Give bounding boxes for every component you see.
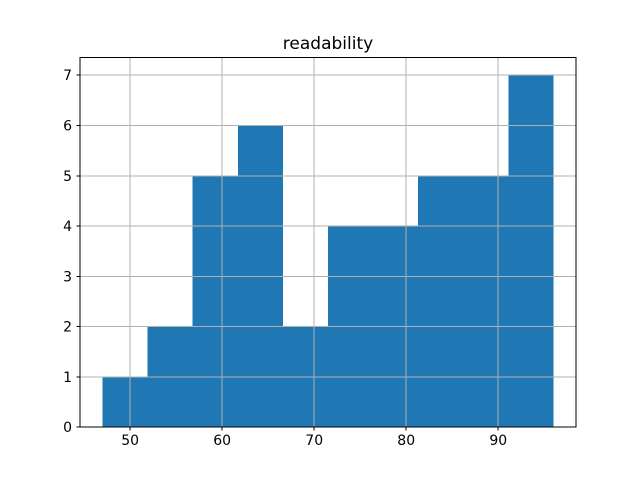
y-tick-label: 2 xyxy=(63,320,72,336)
histogram-bar xyxy=(508,75,554,428)
axes-frame xyxy=(79,57,577,428)
histogram-bar xyxy=(418,175,464,428)
y-tick-label: 1 xyxy=(63,370,72,386)
x-axis: 50 60 70 80 90 xyxy=(121,427,507,449)
histogram-bar xyxy=(192,175,238,428)
histogram-bar xyxy=(463,175,509,428)
y-tick-label: 3 xyxy=(63,269,72,285)
histogram-bars xyxy=(102,75,554,428)
chart-title: readability xyxy=(283,34,373,54)
y-tick-label: 4 xyxy=(63,219,72,235)
x-tick-label: 70 xyxy=(305,433,323,449)
histogram-bar xyxy=(102,376,148,428)
y-tick-label: 5 xyxy=(63,169,72,185)
x-tick-label: 80 xyxy=(397,433,415,449)
y-tick-label: 7 xyxy=(63,68,72,84)
y-tick-label: 0 xyxy=(63,420,72,436)
y-axis: 0 1 2 3 4 5 6 7 xyxy=(63,68,80,436)
x-tick-label: 50 xyxy=(121,433,139,449)
x-tick-label: 60 xyxy=(213,433,231,449)
y-tick-label: 6 xyxy=(63,118,72,134)
x-tick-label: 90 xyxy=(489,433,507,449)
